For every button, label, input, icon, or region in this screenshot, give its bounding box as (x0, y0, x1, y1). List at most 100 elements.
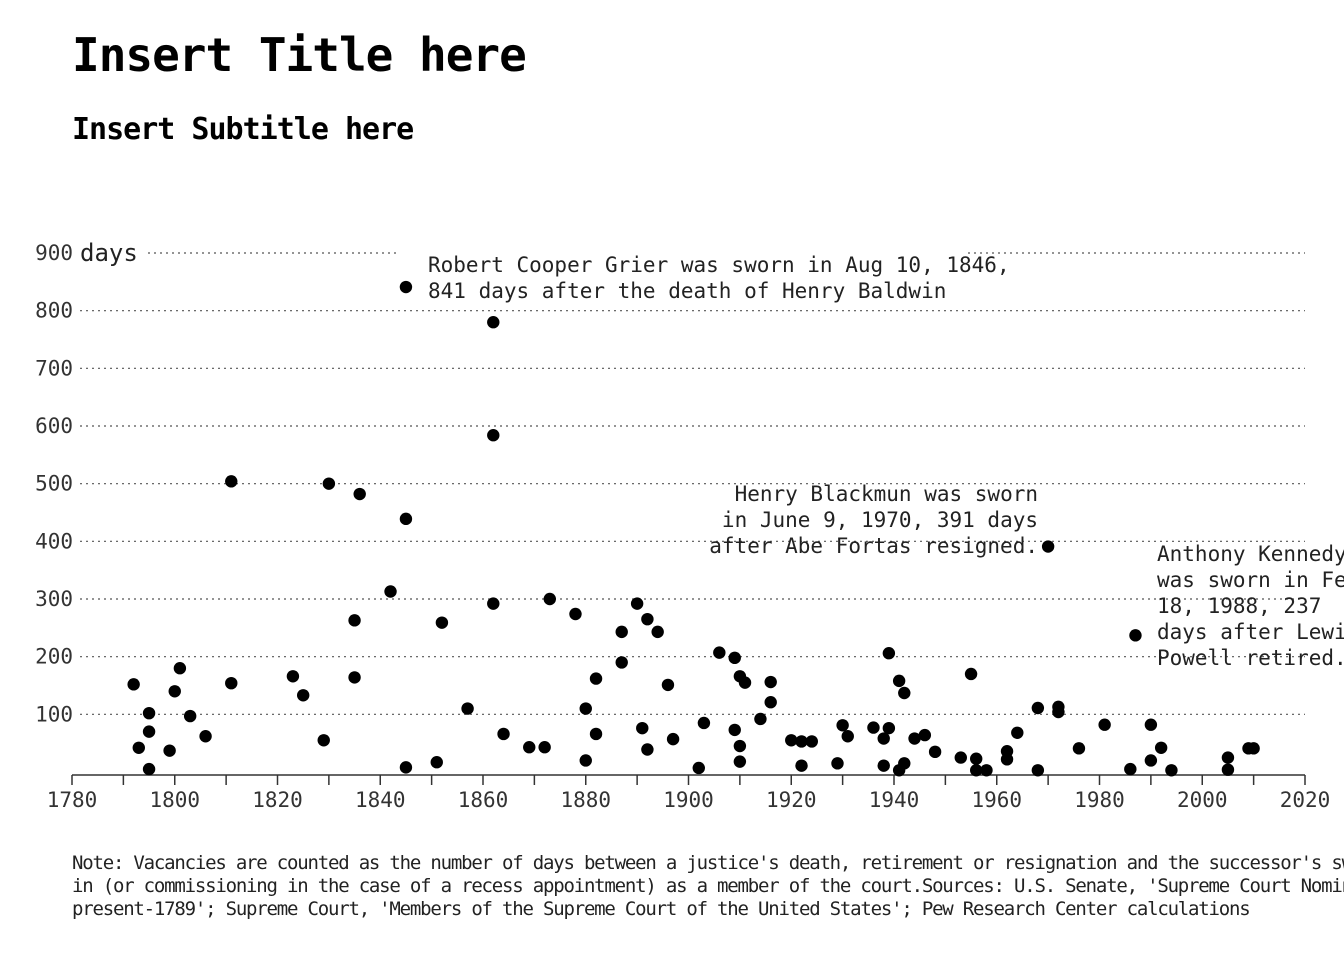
data-point (322, 477, 336, 490)
data-point (225, 475, 238, 488)
x-tick-label: 2000 (1177, 788, 1228, 812)
data-point (183, 709, 197, 723)
data-point (399, 761, 413, 774)
data-point (384, 585, 397, 598)
data-point (173, 662, 187, 675)
data-point (569, 607, 582, 621)
data-point (764, 696, 777, 709)
data-point (286, 670, 300, 683)
data-point (964, 667, 978, 681)
data-point (641, 743, 654, 756)
data-point (831, 757, 844, 770)
data-point (728, 651, 741, 665)
data-point (754, 712, 767, 726)
data-point (487, 597, 500, 610)
x-tick-label: 1920 (766, 788, 817, 812)
data-point (1144, 718, 1158, 731)
data-point (615, 656, 628, 669)
data-point (1247, 742, 1260, 755)
x-tick-label: 2020 (1280, 788, 1331, 812)
data-point (908, 732, 921, 745)
y-tick-label: 900 (35, 241, 73, 265)
data-point (898, 686, 911, 700)
data-point (523, 741, 536, 754)
x-tick-label: 1840 (355, 788, 406, 812)
data-point (630, 597, 644, 610)
data-point (733, 755, 747, 768)
annotation-text: Robert Cooper Grier was sworn in Aug 10,… (428, 253, 1010, 303)
data-point (970, 764, 983, 777)
data-point (692, 761, 705, 775)
x-tick-label: 1780 (47, 788, 98, 812)
x-tick-label: 1800 (149, 788, 200, 812)
data-point (836, 719, 849, 732)
data-point (1129, 629, 1142, 642)
data-points (127, 280, 1260, 777)
data-point (399, 280, 413, 294)
data-point (882, 721, 896, 735)
data-point (615, 625, 628, 639)
y-tick-label: 100 (35, 702, 73, 726)
data-point (296, 689, 310, 702)
x-tick-label: 1860 (458, 788, 509, 812)
data-point (1072, 742, 1086, 755)
data-point (1154, 741, 1168, 754)
annotation-text: Anthony Kennedy was sworn in Feb 18, 1988,… (1157, 542, 1344, 670)
y-axis-ticks: 100 200 300 400 500 600 700 800 900 days (35, 239, 138, 726)
data-point (497, 727, 510, 741)
data-point (697, 716, 711, 730)
data-point (795, 759, 808, 772)
data-point (487, 316, 500, 329)
data-point (399, 512, 413, 526)
data-point (764, 675, 777, 689)
data-point (728, 723, 741, 737)
annotation-text: Henry Blackmun was sworn in June 9, 1970,… (709, 482, 1038, 558)
data-point (1124, 762, 1137, 776)
x-tick-label: 1900 (663, 788, 714, 812)
data-point (353, 487, 366, 501)
y-tick-label: 400 (35, 529, 73, 553)
data-point (733, 739, 747, 753)
data-point (348, 614, 361, 627)
data-point (430, 755, 443, 769)
data-point (1031, 701, 1045, 715)
data-point (435, 616, 449, 629)
chart-subtitle: Insert Subtitle here (72, 112, 414, 147)
chart-title: Insert Title here (72, 28, 527, 82)
data-point (928, 745, 942, 759)
gridlines (80, 252, 1305, 715)
data-point (589, 672, 603, 685)
data-point (867, 721, 880, 734)
data-point (954, 751, 967, 764)
x-tick-label: 1980 (1074, 788, 1125, 812)
data-point (579, 702, 592, 715)
note-line: in (or commissioning in the case of a re… (72, 875, 1344, 897)
data-point (641, 612, 654, 626)
data-point (142, 725, 156, 738)
data-point (892, 674, 906, 688)
data-point (348, 671, 361, 684)
data-point (579, 754, 592, 767)
annotation-line: Powell retired. (1157, 646, 1344, 670)
note-line: present-1789'; Supreme Court, 'Members o… (72, 898, 1251, 920)
y-tick-label: 200 (35, 645, 73, 669)
data-point (1165, 764, 1178, 777)
data-point (713, 646, 726, 659)
data-point (168, 685, 181, 698)
annotation-line: was sworn in Feb (1157, 568, 1344, 592)
x-axis: 1780 1800 1820 1840 1860 1880 1900 1920 1940 1960… (47, 774, 1331, 812)
data-point (841, 730, 854, 743)
annotation-line: 841 days after the death of Henry Baldwi… (428, 279, 946, 303)
annotation-line: Henry Blackmun was sworn (735, 482, 1038, 506)
data-point (461, 702, 474, 715)
data-point (142, 762, 156, 776)
data-point (785, 734, 798, 747)
data-point (317, 734, 330, 747)
data-point (666, 732, 680, 746)
data-point (142, 706, 156, 720)
y-tick-label: 700 (35, 356, 73, 380)
annotation-line: Robert Cooper Grier was sworn in Aug 10,… (428, 253, 1010, 277)
data-point (738, 676, 752, 689)
data-point (199, 730, 212, 743)
